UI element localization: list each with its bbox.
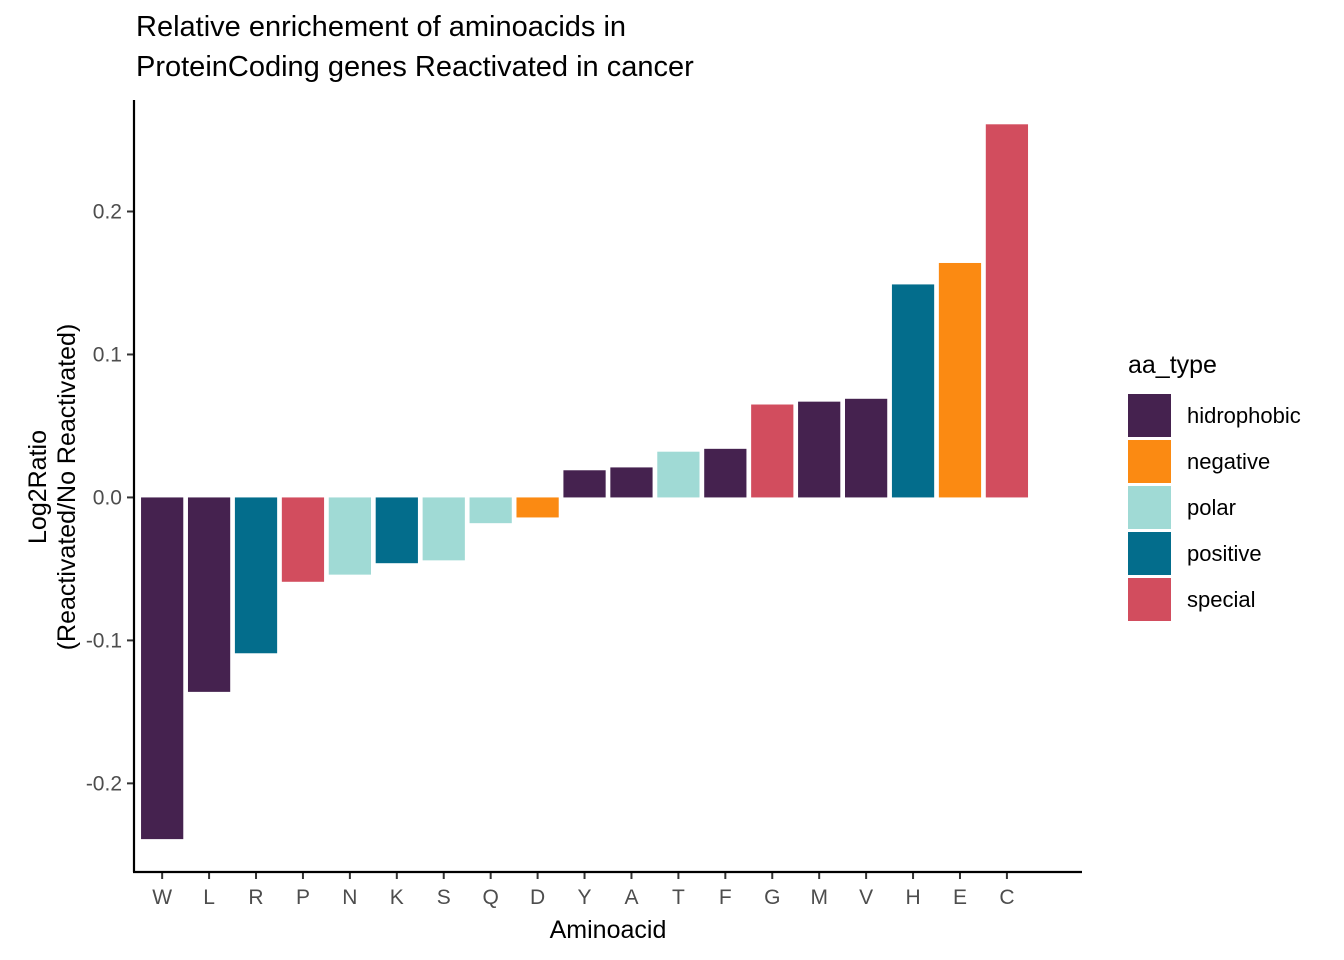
x-tick-label: C — [999, 886, 1014, 909]
bar-D — [516, 497, 559, 518]
y-axis-title-line-2: (Reactivated/No Reactivated) — [53, 324, 81, 651]
x-tick-label: E — [953, 886, 967, 909]
legend-swatch-positive — [1128, 532, 1171, 575]
bar-G — [751, 404, 794, 498]
y-axis-ticks: -0.2 -0.1 0.0 0.1 0.2 — [86, 201, 134, 795]
x-tick-label: W — [152, 886, 172, 909]
x-tick-label: A — [624, 886, 638, 909]
bar-N — [328, 497, 371, 575]
x-tick-label: Q — [483, 886, 499, 909]
bar-W — [141, 497, 184, 840]
x-tick-label: R — [248, 886, 263, 909]
legend-title: aa_type — [1128, 351, 1217, 379]
bar-C — [985, 124, 1029, 498]
bar-P — [281, 497, 325, 582]
legend-label-special: special — [1187, 587, 1255, 612]
bar-Y — [563, 470, 606, 498]
y-tick-label: 0.1 — [93, 343, 122, 366]
x-tick-label: D — [530, 886, 545, 909]
x-tick-label: H — [905, 886, 920, 909]
x-axis-title: Aminoacid — [550, 916, 667, 944]
y-tick-label: -0.1 — [86, 629, 122, 652]
legend-swatch-negative — [1128, 440, 1171, 483]
legend-label-negative: negative — [1187, 449, 1270, 474]
x-tick-label: T — [672, 886, 685, 909]
legend-swatch-polar — [1128, 486, 1171, 529]
chart-title-line-1: Relative enrichement of aminoacids in — [136, 11, 626, 43]
legend-swatch-hidrophobic — [1128, 394, 1171, 437]
bar-T — [657, 451, 700, 498]
x-tick-label: V — [859, 886, 873, 909]
x-tick-label: K — [390, 886, 404, 909]
bar-K — [375, 497, 418, 564]
y-axis-title-line-1: Log2Ratio — [24, 430, 52, 544]
legend: aa_type hidrophobic negative polar positive… — [1128, 351, 1301, 621]
bar-F — [704, 448, 747, 498]
bar-R — [234, 497, 278, 654]
chart-title-line-2: ProteinCoding genes Reactivated in cance… — [136, 51, 694, 83]
x-tick-label: S — [437, 886, 451, 909]
legend-items: hidrophobic negative polar positive special — [1128, 394, 1301, 621]
bar-M — [798, 401, 841, 498]
x-tick-label: Y — [578, 886, 592, 909]
legend-swatch-special — [1128, 578, 1171, 621]
bar-E — [938, 262, 982, 498]
bar-A — [610, 467, 653, 498]
bars — [141, 124, 1029, 840]
bar-Q — [469, 497, 512, 524]
legend-label-polar: polar — [1187, 495, 1236, 520]
y-tick-label: 0.2 — [93, 201, 122, 224]
x-tick-label: M — [810, 886, 828, 909]
bar-H — [891, 284, 935, 498]
x-tick-label: F — [719, 886, 732, 909]
bar-V — [845, 398, 888, 498]
bar-L — [187, 497, 231, 692]
x-tick-label: N — [342, 886, 357, 909]
y-tick-label: -0.2 — [86, 772, 122, 795]
x-tick-label: G — [764, 886, 780, 909]
y-tick-label: 0.0 — [93, 486, 122, 509]
bar-S — [422, 497, 465, 561]
legend-label-hidrophobic: hidrophobic — [1187, 403, 1301, 428]
x-tick-label: L — [203, 886, 215, 909]
legend-label-positive: positive — [1187, 541, 1262, 566]
x-tick-label: P — [296, 886, 310, 909]
